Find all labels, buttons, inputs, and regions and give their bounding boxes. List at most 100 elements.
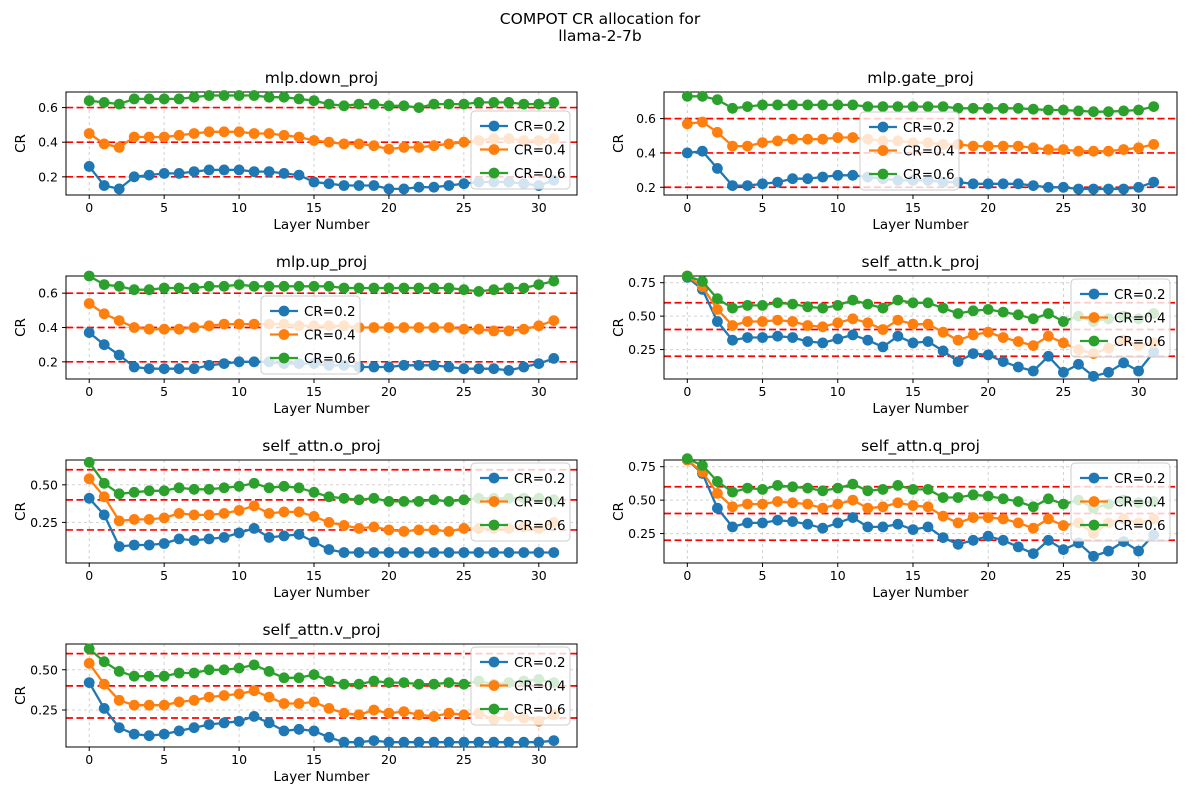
svg-text:0.50: 0.50 (628, 309, 656, 324)
series-cr-0-2 (83, 677, 560, 748)
series-cr-0-2 (83, 492, 560, 558)
series-cr-0-2 (681, 145, 1160, 195)
subplot-self-attn-k-proj: 0 5 10 15 20 25 30 0.25 0.50 0.75 self_attn.k_proj… (600, 244, 1200, 428)
svg-text:0.4: 0.4 (38, 135, 58, 150)
legend-item-label: CR=0.6 (514, 518, 566, 534)
series-cr-0-2 (681, 454, 1160, 562)
legend: CR=0.2 CR=0.4 CR=0.6 (859, 111, 960, 191)
legend-item: CR=0.4 (480, 678, 566, 694)
axis-ticks (62, 484, 540, 567)
legend-item-label: CR=0.4 (304, 327, 356, 343)
subplot-title: self_attn.v_proj (262, 621, 380, 640)
svg-text:15: 15 (905, 568, 921, 583)
legend-item-label: CR=0.6 (1114, 334, 1166, 350)
legend: CR=0.2 CR=0.4 CR=0.6 (470, 646, 571, 726)
svg-text:30: 30 (531, 568, 547, 583)
svg-text:0.4: 0.4 (636, 145, 656, 160)
legend-item-label: CR=0.2 (1114, 287, 1166, 303)
svg-text:5: 5 (160, 752, 168, 767)
subplot-mlp-gate-proj: 0 5 10 15 20 25 30 0.2 0.4 0.6 mlp.gate_proj Layer … (600, 60, 1200, 244)
legend: CR=0.2 CR=0.4 CR=0.6 (470, 110, 571, 190)
svg-text:25: 25 (456, 384, 472, 399)
series-cr-0-6 (83, 90, 560, 113)
legend-item: CR=0.6 (1080, 334, 1166, 350)
subplot-self-attn-k-proj-canvas: 0 5 10 15 20 25 30 0.25 0.50 0.75 self_attn.k_proj… (611, 253, 1178, 417)
legend-item-label: CR=0.4 (1114, 494, 1166, 510)
subplot-mlp-up-proj-canvas: 0 5 10 15 20 25 30 0.2 0.4 0.6 mlp.up_proj Layer Nu… (13, 253, 578, 417)
subplot-title: self_attn.k_proj (862, 253, 980, 272)
legend: CR=0.2 CR=0.4 CR=0.6 (470, 462, 571, 542)
subplot-title: mlp.down_proj (265, 69, 378, 88)
legend-item-label: CR=0.6 (1114, 518, 1166, 534)
svg-text:25: 25 (456, 200, 472, 215)
subplot-mlp-down-proj-canvas: 0 5 10 15 20 25 30 0.2 0.4 0.6 mlp.down_proj Layer … (13, 69, 578, 233)
subplot-mlp-gate-proj-canvas: 0 5 10 15 20 25 30 0.2 0.4 0.6 mlp.gate_proj Layer … (611, 69, 1178, 233)
svg-text:10: 10 (231, 384, 247, 399)
legend-item-label: CR=0.2 (514, 119, 566, 135)
svg-text:0.50: 0.50 (628, 493, 656, 508)
x-axis-label: Layer Number (273, 217, 370, 233)
legend-item: CR=0.6 (869, 167, 955, 183)
series-cr-0-6 (83, 270, 560, 297)
legend-item-label: CR=0.6 (304, 351, 356, 367)
y-axis-label: CR (13, 686, 29, 705)
legend-item: CR=0.4 (480, 494, 566, 510)
legend-item-label: CR=0.2 (514, 471, 566, 487)
y-axis-label: CR (611, 502, 627, 521)
svg-text:10: 10 (231, 752, 247, 767)
legend-item-label: CR=0.4 (514, 142, 566, 158)
axis-ticks (62, 107, 540, 199)
svg-text:20: 20 (381, 384, 397, 399)
svg-text:0.2: 0.2 (636, 180, 656, 195)
svg-text:0.50: 0.50 (30, 477, 58, 492)
figure-title: COMPOT CR allocation for llama-2-7b (0, 11, 1200, 45)
legend-item-label: CR=0.4 (903, 143, 955, 159)
legend-item: CR=0.4 (1080, 494, 1166, 510)
svg-text:5: 5 (759, 200, 767, 215)
x-tick-labels: 0 5 10 15 20 25 30 (683, 384, 1146, 399)
svg-text:0.2: 0.2 (38, 169, 58, 184)
svg-text:10: 10 (830, 568, 846, 583)
x-axis-label: Layer Number (273, 401, 370, 417)
subplot-self-attn-o-proj-canvas: 0 5 10 15 20 25 30 0.25 0.50 self_attn.o_proj Laye… (13, 437, 578, 601)
svg-text:30: 30 (531, 752, 547, 767)
legend: CR=0.2 CR=0.4 CR=0.6 (1070, 278, 1171, 358)
y-tick-labels: 0.2 0.4 0.6 (636, 111, 656, 195)
y-tick-labels: 0.25 0.50 0.75 (628, 275, 656, 357)
legend-item: CR=0.6 (480, 702, 566, 718)
svg-text:10: 10 (830, 384, 846, 399)
svg-text:15: 15 (306, 752, 322, 767)
svg-text:0: 0 (683, 384, 691, 399)
legend: CR=0.2 CR=0.4 CR=0.6 (260, 295, 361, 375)
svg-text:15: 15 (905, 384, 921, 399)
axis-ticks (62, 669, 540, 751)
svg-text:0.25: 0.25 (628, 526, 656, 541)
axes-frame (65, 91, 578, 196)
svg-text:30: 30 (1131, 384, 1147, 399)
x-tick-labels: 0 5 10 15 20 25 30 (683, 200, 1146, 215)
subplot-title: mlp.gate_proj (867, 69, 974, 88)
svg-text:20: 20 (381, 752, 397, 767)
svg-text:20: 20 (381, 200, 397, 215)
legend: CR=0.2 CR=0.4 CR=0.6 (1070, 462, 1171, 542)
subplot-title: self_attn.o_proj (262, 437, 380, 456)
legend-item: CR=0.4 (869, 143, 955, 159)
svg-text:30: 30 (1131, 200, 1147, 215)
subplot-title: mlp.up_proj (276, 253, 367, 272)
x-axis-label: Layer Number (872, 217, 969, 233)
subplot-self-attn-v-proj-canvas: 0 5 10 15 20 25 30 0.25 0.50 self_attn.v_proj Laye… (13, 621, 578, 785)
legend-item: CR=0.6 (480, 518, 566, 534)
svg-text:5: 5 (160, 384, 168, 399)
y-tick-labels: 0.25 0.50 (30, 477, 58, 530)
legend-item-label: CR=0.4 (1114, 310, 1166, 326)
x-tick-labels: 0 5 10 15 20 25 30 (85, 384, 547, 399)
x-axis-label: Layer Number (273, 769, 370, 785)
svg-text:0.6: 0.6 (38, 286, 58, 301)
svg-text:15: 15 (905, 200, 921, 215)
y-tick-labels: 0.25 0.50 0.75 (628, 459, 656, 541)
legend-item-label: CR=0.2 (304, 304, 356, 320)
legend-item: CR=0.2 (1080, 471, 1166, 487)
svg-text:25: 25 (1055, 200, 1071, 215)
figure-title-line1: COMPOT CR allocation for (499, 10, 701, 28)
legend-item: CR=0.2 (869, 120, 955, 136)
